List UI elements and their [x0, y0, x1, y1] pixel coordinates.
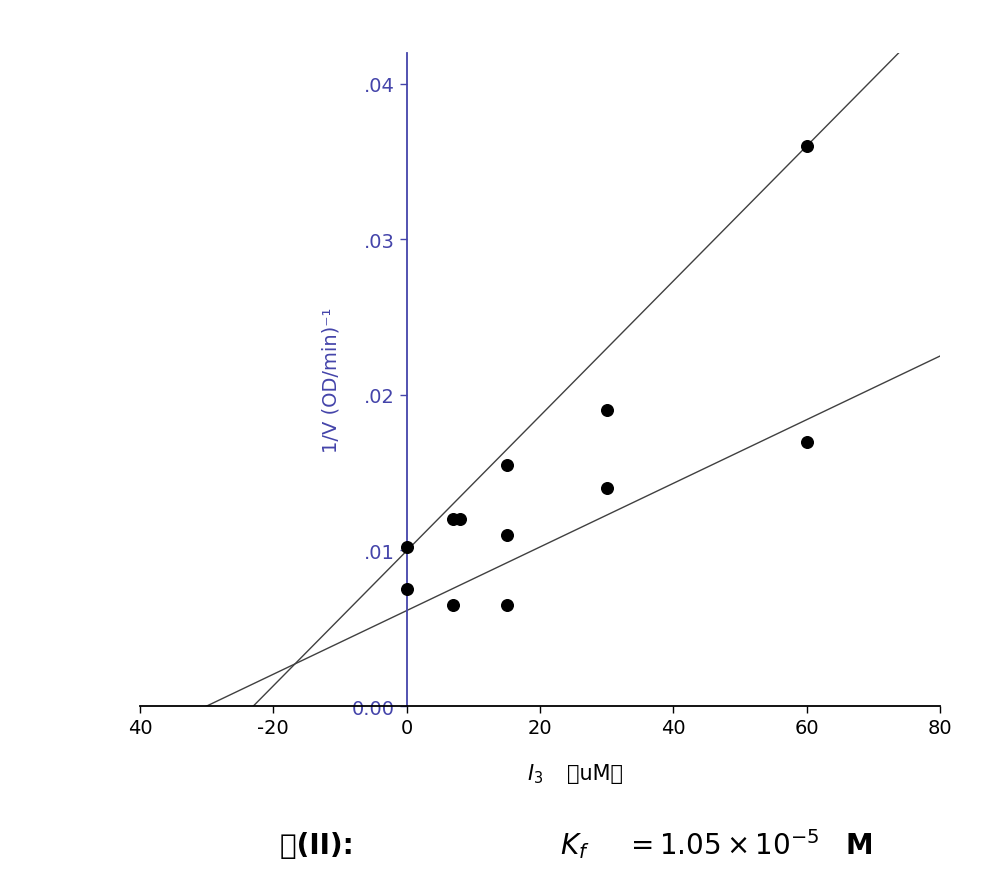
Text: $K_f$: $K_f$: [560, 830, 590, 860]
Text: 式(II):: 式(II):: [280, 831, 383, 859]
Point: [799, 139, 815, 154]
Point: [599, 404, 615, 418]
Text: （uM）: （uM）: [567, 763, 623, 783]
Point: [499, 459, 515, 473]
Point: [799, 435, 815, 450]
Text: $=1.05\times10^{-5}$: $=1.05\times10^{-5}$: [625, 830, 820, 860]
Point: [452, 512, 468, 527]
Text: M: M: [845, 831, 873, 859]
Point: [599, 482, 615, 496]
Point: [399, 583, 415, 597]
Y-axis label: 1/V (OD/min)⁻¹: 1/V (OD/min)⁻¹: [322, 308, 341, 452]
Text: $I_3$: $I_3$: [527, 762, 543, 785]
Point: [445, 512, 461, 527]
Point: [499, 598, 515, 612]
Point: [499, 528, 515, 543]
Point: [399, 541, 415, 555]
Point: [445, 598, 461, 612]
